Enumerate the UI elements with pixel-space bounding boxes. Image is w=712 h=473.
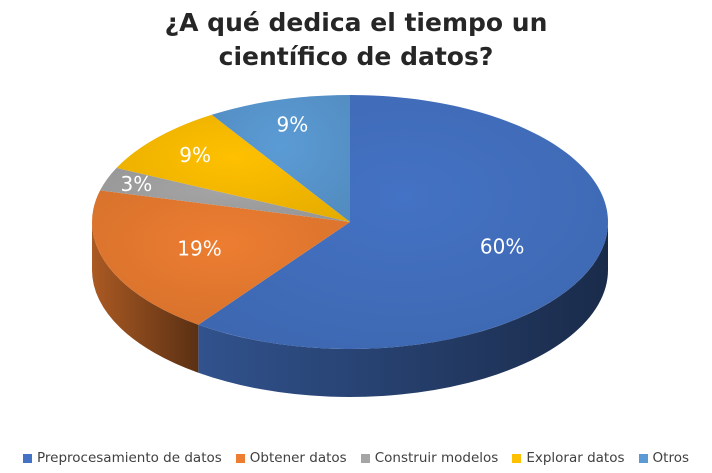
pie-side-1 [92,222,199,373]
pie-slices [92,95,609,350]
legend-label: Preprocesamiento de datos [37,450,222,466]
legend-item-otros: Otros [638,450,689,466]
legend-label: Obtener datos [249,450,347,466]
pie-slice-obtener [92,190,350,325]
legend-swatch [23,453,32,463]
legend-swatch [235,453,245,463]
legend-label: Construir modelos [374,450,499,466]
pie-slice-preprocesamiento [198,95,609,350]
data-label-preprocesamiento: 60% [480,234,524,258]
legend-swatch [512,453,522,463]
data-label-construir: 3% [121,172,153,196]
data-label-explorar: 9% [179,143,211,167]
legend: Preprocesamiento de datos Obtener datos … [0,447,712,469]
data-label-otros: 9% [277,112,309,136]
chart-title-line-1: ¿A qué dedica el tiempo un [164,8,548,37]
legend-item-explorar: Explorar datos [512,450,625,466]
legend-label: Explorar datos [526,450,625,466]
pie-slice-construir [100,167,350,222]
pie-slice-otros [211,95,350,222]
chart-title-line-2: científico de datos? [218,42,494,71]
legend-item-preprocesamiento: Preprocesamiento de datos [23,450,222,466]
pie-sides [92,222,608,397]
pie-side-0 [198,222,608,397]
legend-label: Otros [652,450,689,466]
chart-title: ¿A qué dedica el tiempo un científico de… [0,6,712,74]
legend-swatch [360,453,370,463]
pie-labels: 60% 19% 3% 9% 9% [121,112,525,260]
legend-item-construir: Construir modelos [360,450,499,466]
pie-slice-explorar [116,114,350,222]
legend-swatch [638,453,648,463]
legend-item-obtener: Obtener datos [235,450,347,466]
data-label-obtener: 19% [177,237,221,261]
